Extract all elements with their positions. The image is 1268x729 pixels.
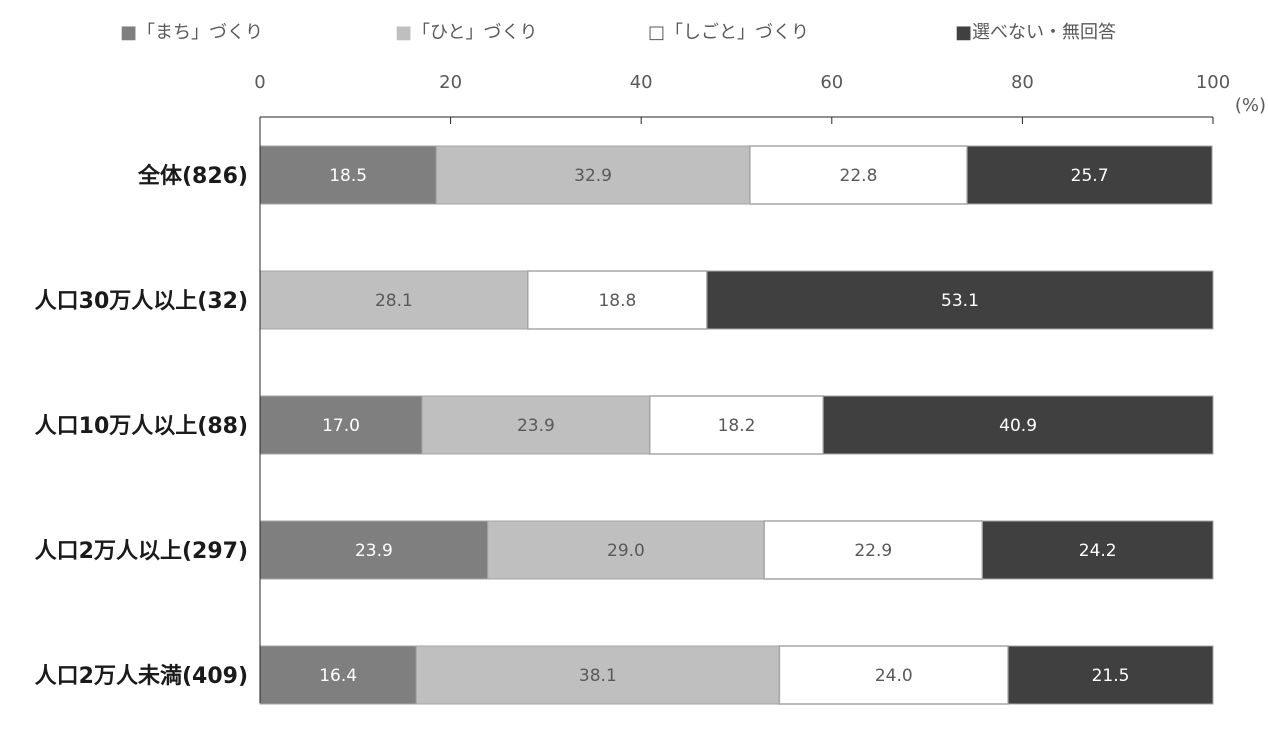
bar-segment-5-2	[415, 645, 780, 705]
data-label-1-3: 22.8	[840, 166, 878, 186]
legend-marker-1: ■	[120, 22, 137, 43]
bar-segment-1-3	[749, 145, 968, 205]
legend-label-2: 「ひと」づくり	[412, 22, 537, 43]
bar-segment-5-4	[1007, 645, 1214, 705]
bar-segment-4-1	[259, 520, 489, 580]
bar-segment-4-3	[763, 520, 984, 580]
data-label-1-1: 18.5	[329, 166, 367, 186]
bar-segment-1-2	[435, 145, 751, 205]
data-label-2-2: 28.1	[375, 291, 413, 311]
category-label-4: 人口2万人以上(297)	[35, 539, 248, 564]
x-tick-label-80: 80	[1011, 72, 1034, 93]
bar-segment-3-4	[822, 395, 1214, 455]
legend-marker-4: ■	[955, 22, 972, 43]
bar-segment-1-4	[966, 145, 1213, 205]
unit-label: (%)	[1235, 95, 1266, 116]
data-label-5-1: 16.4	[319, 666, 357, 686]
bar-segment-2-2	[259, 270, 529, 330]
legend-marker-2: ■	[395, 22, 412, 43]
bar-segment-4-4	[981, 520, 1214, 580]
data-label-1-2: 32.9	[574, 166, 612, 186]
x-tick-label-100: 100	[1196, 72, 1230, 93]
category-label-2: 人口30万人以上(32)	[35, 289, 248, 314]
legend-item-2: ■「ひと」づくり	[395, 22, 537, 43]
data-label-3-2: 23.9	[517, 416, 555, 436]
x-tick-label-20: 20	[439, 72, 462, 93]
data-label-4-1: 23.9	[355, 541, 393, 561]
legend-item-4: ■選べない・無回答	[955, 22, 1116, 43]
data-label-4-4: 24.2	[1079, 541, 1117, 561]
legend-label-3: 「しごと」づくり	[665, 22, 809, 43]
legend-item-3: □「しごと」づくり	[648, 22, 809, 43]
legend-label-4: 選べない・無回答	[972, 22, 1116, 43]
data-label-2-3: 18.8	[598, 291, 636, 311]
bar-segment-3-2	[421, 395, 651, 455]
x-axis: 0 20 40 60 80 100(%)	[254, 72, 1266, 124]
data-label-5-4: 21.5	[1092, 666, 1130, 686]
data-label-3-1: 17.0	[322, 416, 360, 436]
bar-segment-5-1	[259, 645, 417, 705]
data-label-4-2: 29.0	[607, 541, 645, 561]
data-label-3-3: 18.2	[718, 416, 756, 436]
legend-item-1: ■「まち」づくり	[120, 22, 263, 43]
legend-label-1: 「まち」づくり	[137, 22, 263, 43]
x-tick-label-60: 60	[820, 72, 843, 93]
bar-segment-4-2	[487, 520, 765, 580]
bars-group: 18.5 32.9 22.8 25.7 28.1 18.8 53.1 17.0 23.9 18.2…	[259, 145, 1214, 705]
x-tick-label-0: 0	[254, 72, 265, 93]
bar-segment-2-3	[527, 270, 708, 330]
category-label-3: 人口10万人以上(88)	[35, 414, 248, 439]
data-label-2-4: 53.1	[941, 291, 979, 311]
data-label-5-3: 24.0	[875, 666, 913, 686]
x-tick-label-40: 40	[630, 72, 653, 93]
bar-segment-2-4	[706, 270, 1214, 330]
category-label-5: 人口2万人未満(409)	[35, 663, 248, 689]
category-label-1: 全体(826)	[137, 163, 248, 189]
chart-legend: ■「まち」づくり ■「ひと」づくり □「しごと」づくり ■選べない・無回答	[120, 22, 1116, 43]
y-axis: 全体(826) 人口30万人以上(32) 人口10万人以上(88) 人口2万人以上(2…	[35, 117, 261, 703]
data-label-4-3: 22.9	[854, 541, 892, 561]
data-label-5-2: 38.1	[579, 666, 617, 686]
data-label-1-4: 25.7	[1071, 166, 1109, 186]
data-label-3-4: 40.9	[999, 416, 1037, 436]
legend-marker-3: □	[648, 22, 665, 43]
